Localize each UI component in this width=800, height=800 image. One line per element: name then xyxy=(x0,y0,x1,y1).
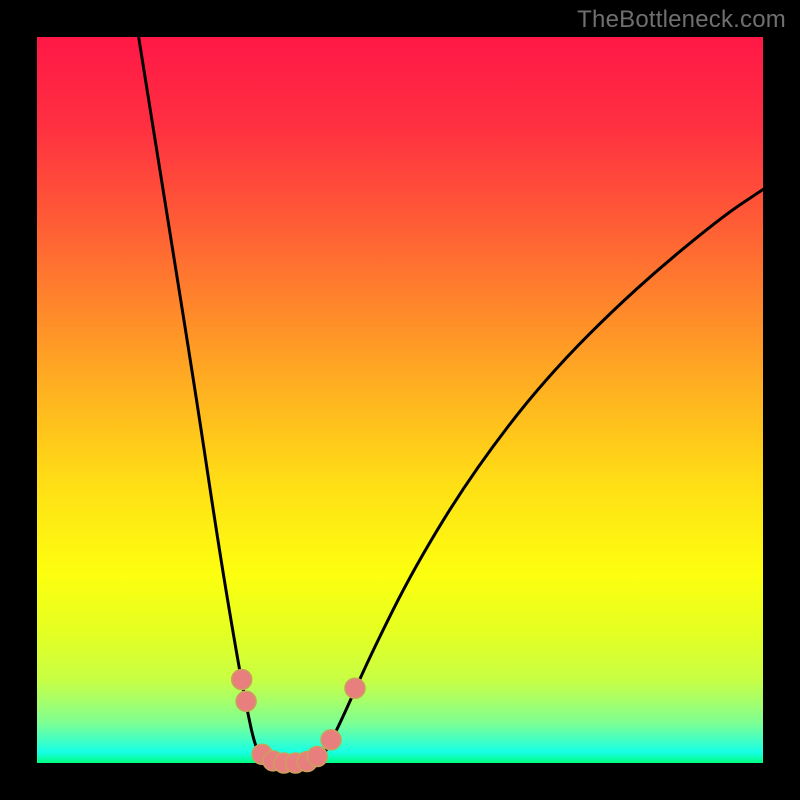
watermark-text: TheBottleneck.com xyxy=(577,6,786,34)
plot-area xyxy=(37,37,763,763)
data-marker xyxy=(232,670,252,690)
data-marker xyxy=(307,746,327,766)
data-marker xyxy=(236,691,256,711)
chart-stage: TheBottleneck.com xyxy=(0,0,800,800)
bottleneck-chart-svg xyxy=(0,0,800,800)
data-marker xyxy=(321,730,341,750)
data-marker xyxy=(345,678,365,698)
